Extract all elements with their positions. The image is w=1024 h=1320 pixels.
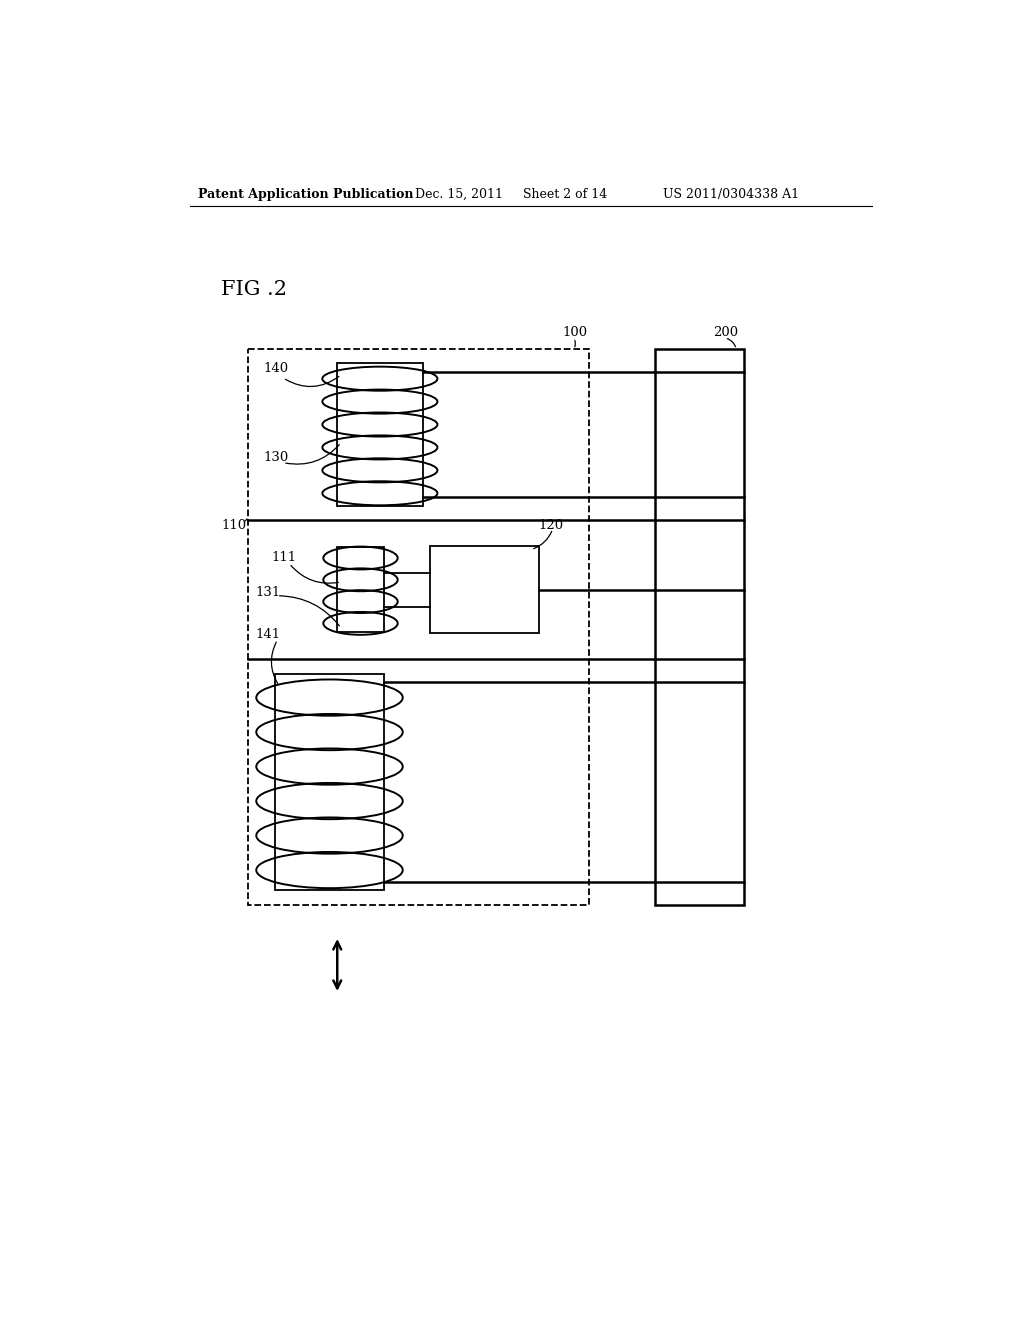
- Bar: [337, 548, 384, 632]
- Text: 100: 100: [562, 326, 587, 339]
- Text: 131: 131: [256, 586, 282, 599]
- Text: 141: 141: [256, 628, 281, 642]
- Text: 140: 140: [263, 363, 289, 375]
- Text: 120: 120: [539, 519, 564, 532]
- Bar: [337, 363, 423, 507]
- Text: US 2011/0304338 A1: US 2011/0304338 A1: [663, 187, 799, 201]
- Bar: [430, 545, 539, 634]
- Text: 110: 110: [221, 519, 246, 532]
- Text: 111: 111: [271, 552, 297, 564]
- Text: Patent Application Publication: Patent Application Publication: [198, 187, 414, 201]
- Text: 200: 200: [713, 326, 738, 339]
- Text: 130: 130: [263, 451, 289, 465]
- Text: Dec. 15, 2011: Dec. 15, 2011: [415, 187, 503, 201]
- Bar: [248, 350, 589, 906]
- Text: FIG .2: FIG .2: [221, 280, 287, 300]
- Bar: [275, 675, 384, 890]
- Text: Sheet 2 of 14: Sheet 2 of 14: [523, 187, 607, 201]
- Bar: [655, 350, 744, 906]
